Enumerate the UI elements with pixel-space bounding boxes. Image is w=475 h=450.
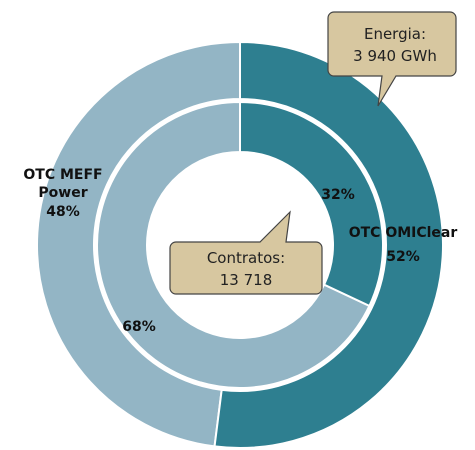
callout-title: Contratos: [206, 249, 286, 267]
callout-title: Energia: [363, 25, 427, 43]
value-label: 48% [46, 204, 80, 220]
callout-box [327, 11, 457, 107]
category-label: OTC OMIClear [348, 225, 458, 241]
callout-box [169, 210, 323, 295]
callout-total: 3 940 GWh [353, 47, 437, 65]
value-label: 68% [122, 319, 156, 335]
callout-total: 13 718 [219, 271, 273, 289]
donut-segment [96, 100, 371, 389]
donut-segment [239, 100, 384, 308]
category-label: OTC MEFF Power [23, 167, 103, 201]
donut-segment [36, 40, 241, 448]
value-label: 52% [386, 249, 420, 265]
donut-segment [213, 40, 444, 449]
value-label: 32% [321, 187, 355, 203]
